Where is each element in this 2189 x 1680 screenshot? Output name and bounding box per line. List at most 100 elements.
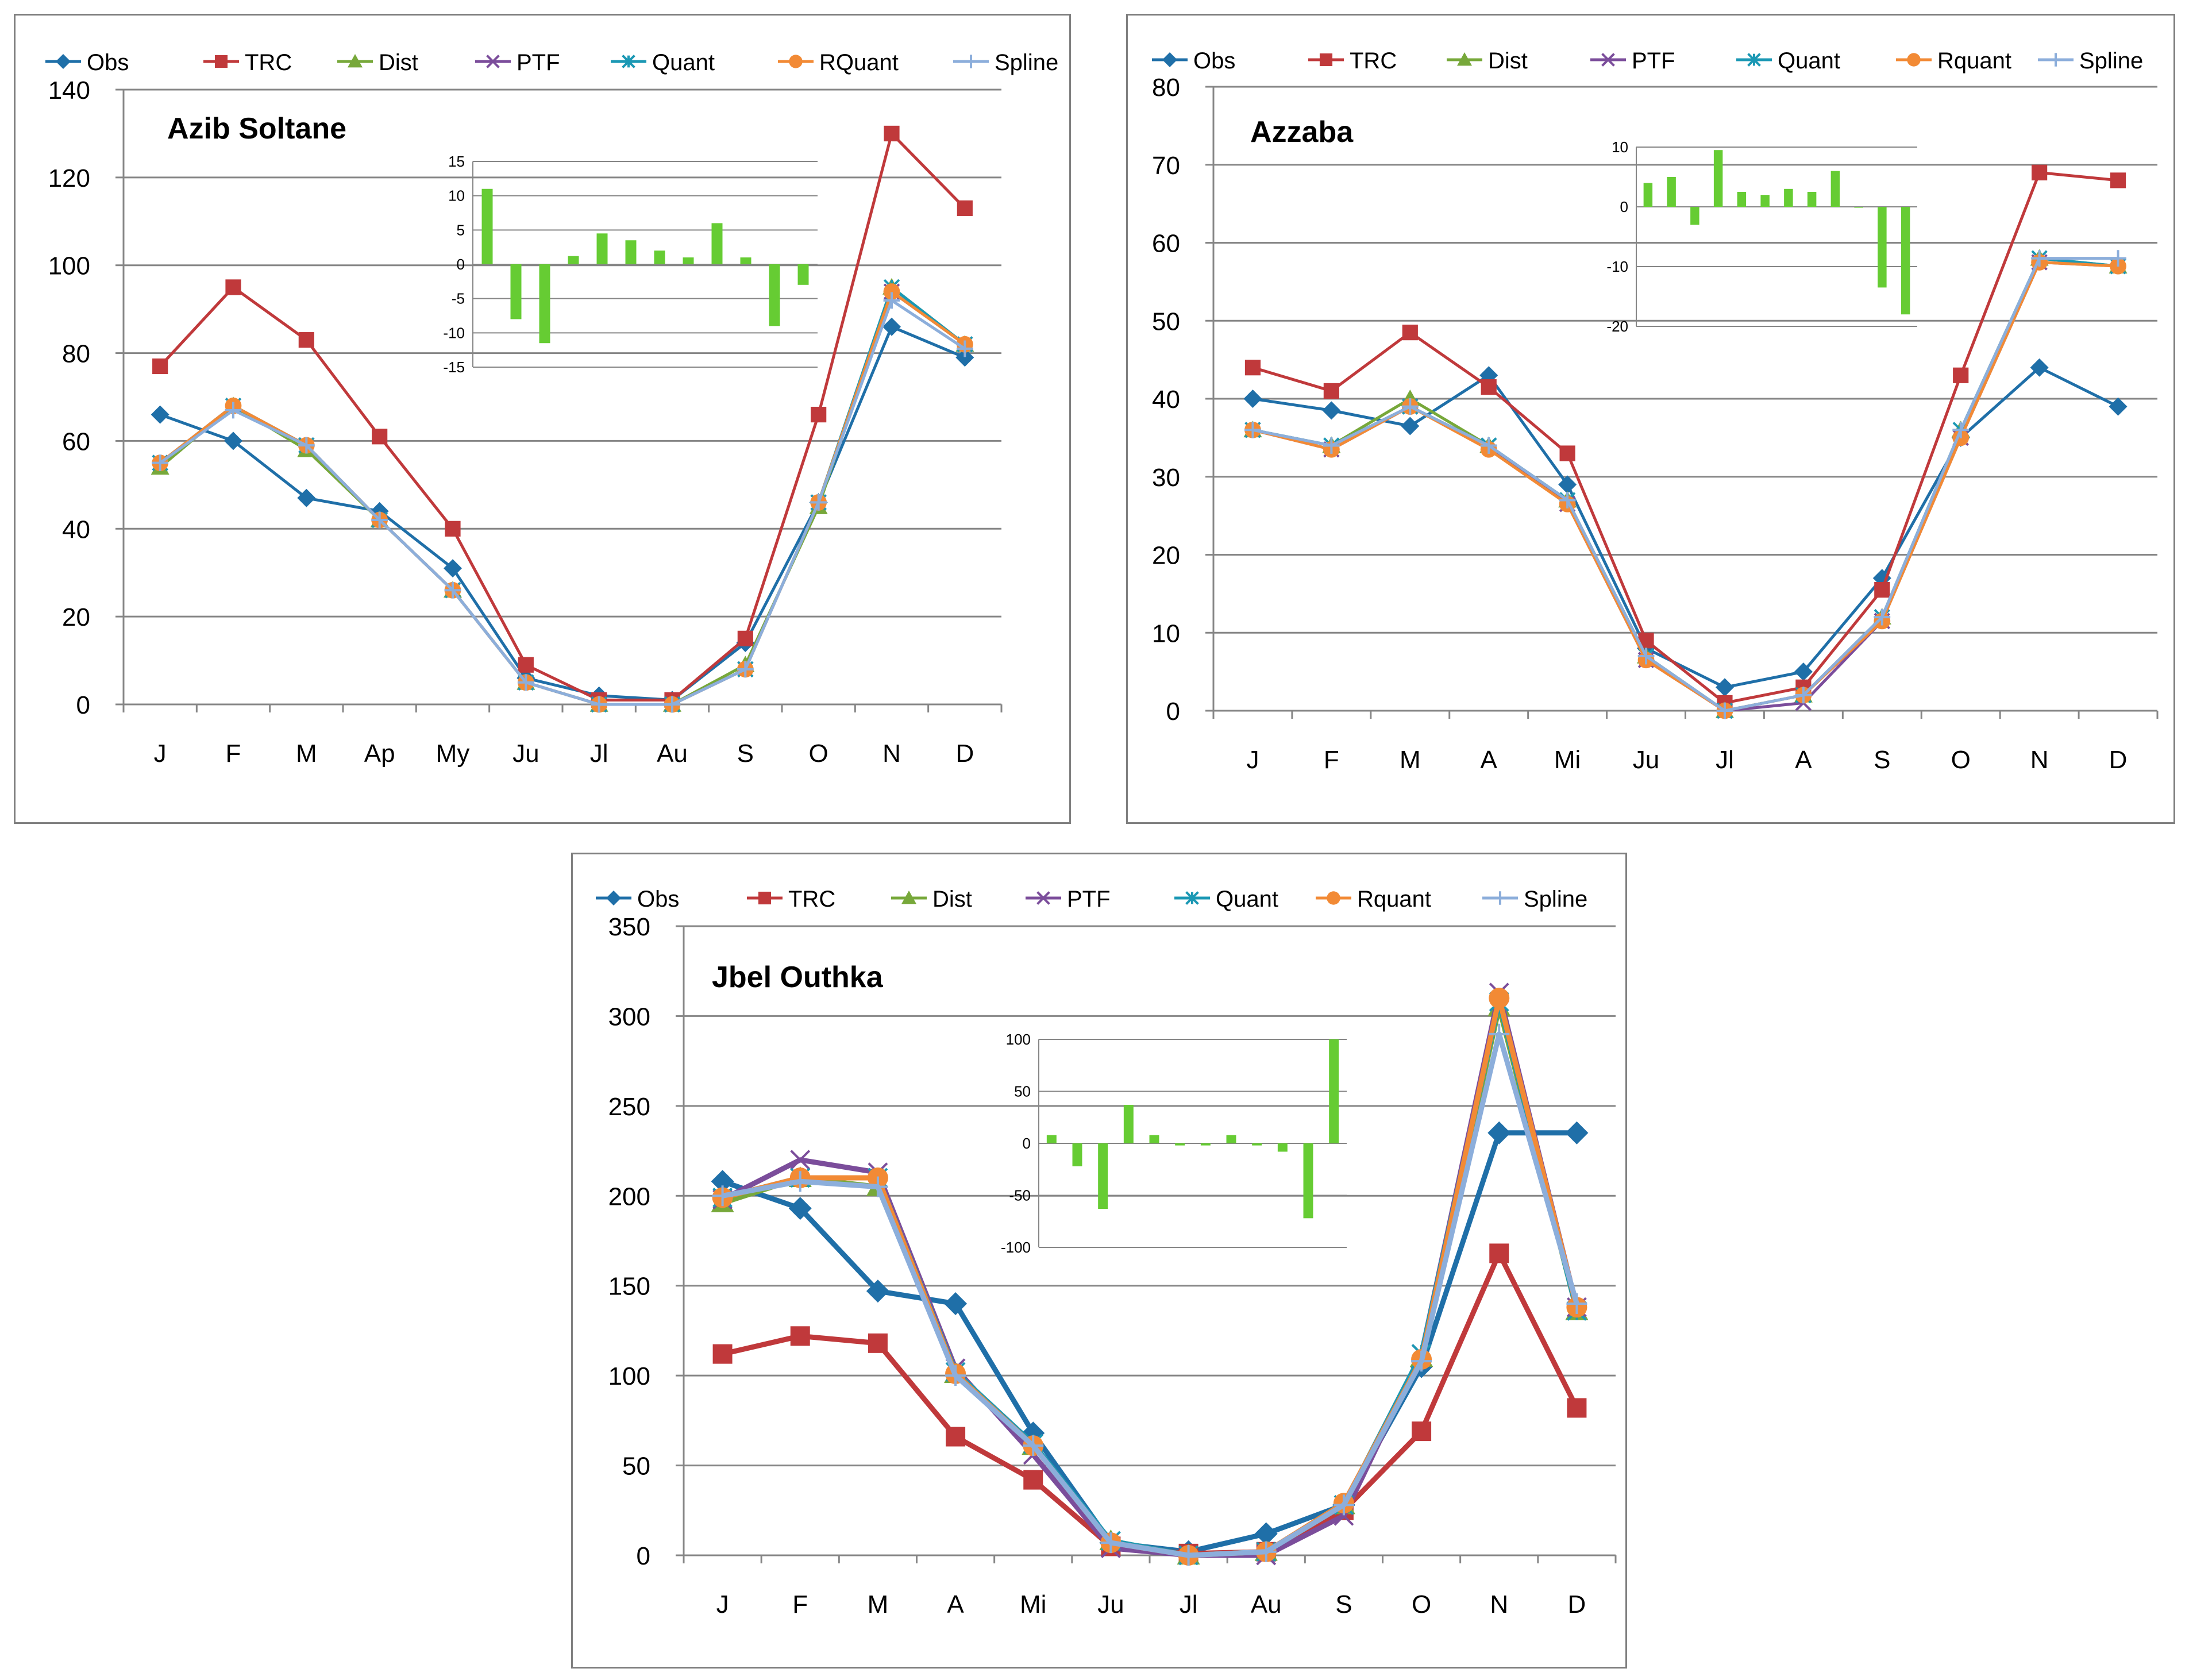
inset-bar	[683, 257, 694, 264]
inset-bar	[1878, 207, 1887, 288]
y-tick-label: 80	[1152, 74, 1180, 102]
x-tick-label: F	[226, 739, 241, 768]
series-rquant	[152, 283, 973, 713]
inset-bar	[1149, 1135, 1159, 1143]
x-tick-label: S	[737, 739, 754, 768]
series-line-dist	[159, 286, 966, 706]
data-point-spline	[298, 437, 315, 454]
chart-panel-azib-soltane: 0 20 40 60 80 100 120 140 J F M Ap My Ju Jl Au S O N D Azib …	[14, 14, 1071, 824]
legend-marker-quant	[1747, 53, 1761, 67]
x-tick-label: Mi	[1020, 1590, 1046, 1619]
series-quant	[152, 279, 973, 713]
series-dist	[711, 995, 1589, 1565]
legend-marker-ptf	[1601, 53, 1615, 67]
data-point-obs	[1243, 390, 1262, 408]
inset-y-tick-label: -50	[1009, 1187, 1031, 1204]
legend-marker-trc	[1319, 53, 1333, 67]
data-point-obs	[1794, 662, 1813, 681]
data-point-rquant	[1489, 988, 1510, 1009]
legend-label: Obs	[87, 50, 129, 75]
inset-bar	[1690, 207, 1699, 225]
inset-bar	[797, 264, 809, 285]
data-point-spline	[1023, 1435, 1044, 1456]
data-point-spline	[1637, 648, 1655, 665]
data-point-obs	[151, 405, 169, 424]
data-point-trc	[811, 406, 827, 423]
data-point-obs	[1401, 417, 1420, 436]
data-point-spline	[1716, 702, 1733, 719]
series-spline	[1244, 250, 2126, 719]
x-tick-label: O	[1951, 746, 1971, 774]
data-point-trc	[518, 657, 534, 673]
data-point-trc	[225, 279, 241, 295]
inset-bar	[481, 188, 493, 264]
data-point-trc	[1023, 1470, 1043, 1490]
legend-marker-ptf	[486, 55, 500, 68]
data-point-trc	[2032, 164, 2048, 180]
inset-y-tick-label: -10	[1606, 258, 1628, 275]
data-point-obs	[1565, 1121, 1589, 1145]
y-tick-label: 20	[1152, 542, 1180, 570]
inset-y-tick-label: -5	[452, 290, 465, 307]
series-line-ptf	[721, 990, 1579, 1558]
data-point-spline	[810, 494, 827, 511]
x-tick-label: J	[154, 739, 167, 768]
inset-bar-chart: 15 10 5 0 -5 -10 -15	[443, 153, 818, 376]
inset-bar	[1098, 1143, 1108, 1209]
inset-y-tick-label: -100	[1001, 1239, 1031, 1256]
data-point-spline	[2110, 250, 2126, 267]
chart-title: Azzaba	[1250, 115, 1354, 149]
data-point-spline	[1255, 1541, 1277, 1562]
data-point-trc	[1874, 581, 1890, 598]
y-gridlines	[1213, 86, 2157, 712]
data-point-spline	[712, 1185, 733, 1207]
data-point-obs	[711, 1170, 734, 1193]
x-tick-label: S	[1335, 1590, 1352, 1619]
legend-marker-spline	[2049, 53, 2063, 67]
data-point-spline	[1795, 687, 1812, 704]
inset-y-tick-label: 50	[1014, 1083, 1031, 1100]
legend-label: Rquant	[1937, 48, 2011, 74]
y-tick-label: 60	[62, 427, 90, 456]
series-line-quant	[159, 286, 966, 706]
legend-marker-trc	[214, 55, 228, 68]
series-line-spline	[1252, 257, 2118, 712]
y-tick-label: 40	[62, 515, 90, 544]
data-point-spline	[883, 292, 900, 309]
inset-bar	[1643, 183, 1653, 207]
inset-bar	[539, 264, 550, 344]
inset-y-tick-label: 0	[1023, 1135, 1031, 1152]
data-point-spline	[664, 696, 681, 713]
inset-bar	[1854, 207, 1863, 208]
inset-y-tick-label: -20	[1606, 318, 1628, 335]
inset-bar	[1072, 1143, 1082, 1166]
x-tick-label: Au	[657, 739, 688, 768]
chart-panel-jbel-outhka: 0 50 100 150 200 250 300 350 J F M A Mi Ju Jl Au S O N D Jbe…	[571, 853, 1627, 1669]
x-tick-label: Ju	[512, 739, 539, 768]
legend-marker-spline	[1493, 891, 1507, 905]
legend-label: RQuant	[819, 50, 899, 75]
series-trc	[1244, 164, 2126, 711]
inset-bar-chart: 100 50 0 -50 -100	[1001, 1031, 1347, 1256]
inset-bar	[1830, 171, 1840, 207]
legend-label: PTF	[1632, 48, 1675, 74]
legend-label: TRC	[788, 887, 835, 912]
x-tick-label: My	[436, 739, 470, 768]
series-spline	[152, 292, 973, 713]
data-point-trc	[1953, 367, 1969, 383]
x-tick-label: Jl	[590, 739, 608, 768]
x-tick-label: J	[716, 1590, 729, 1619]
data-point-trc	[152, 358, 168, 375]
data-point-trc	[884, 125, 900, 142]
data-point-spline	[956, 340, 973, 357]
y-gridlines	[124, 88, 1001, 706]
data-point-trc	[737, 630, 753, 646]
legend-marker-rquant	[1907, 53, 1921, 67]
data-point-spline	[1100, 1532, 1122, 1554]
inset-y-tick-label: 15	[448, 153, 465, 170]
data-point-trc	[1559, 445, 1575, 461]
series-line-obs	[159, 325, 966, 702]
data-point-obs	[1322, 401, 1341, 420]
series-line-obs	[1252, 366, 2119, 689]
